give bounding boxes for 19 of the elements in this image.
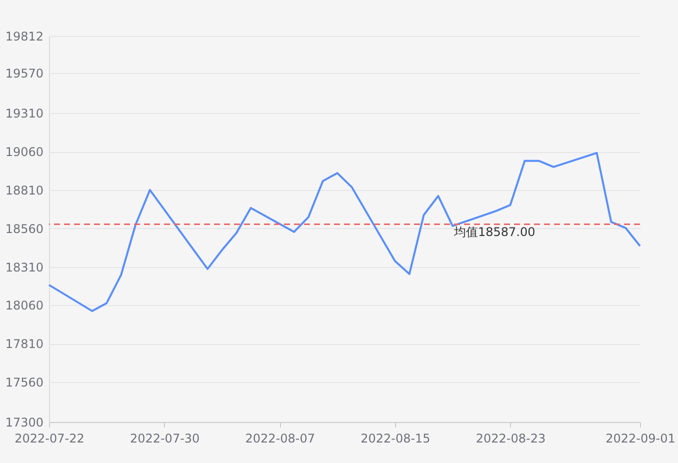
- y-tick-label: 19310: [5, 106, 44, 121]
- x-tick-label: 2022-07-30: [130, 432, 200, 446]
- y-tick-label: 18560: [5, 222, 44, 236]
- y-tick-label: 18060: [5, 298, 44, 313]
- x-tick-label: 2022-08-23: [476, 432, 546, 446]
- y-tick-label: 19060: [5, 145, 44, 160]
- ref-line-label: 均值18587.00: [453, 225, 536, 240]
- y-tick-label: 17560: [5, 376, 44, 390]
- y-tick-label: 18310: [5, 260, 44, 274]
- x-tick-label: 2022-08-15: [360, 432, 430, 446]
- y-tick-label: 19570: [5, 66, 44, 81]
- y-tick-label: 17810: [5, 337, 44, 352]
- x-tick-label: 2022-07-22: [14, 432, 84, 446]
- x-tick-label: 2022-09-01: [606, 432, 676, 446]
- y-tick-label: 19812: [5, 30, 44, 44]
- y-tick-label: 17300: [5, 416, 44, 430]
- line-series: [48, 152, 641, 312]
- y-tick-label: 18810: [5, 183, 44, 198]
- x-tick-label: 2022-08-07: [245, 432, 316, 446]
